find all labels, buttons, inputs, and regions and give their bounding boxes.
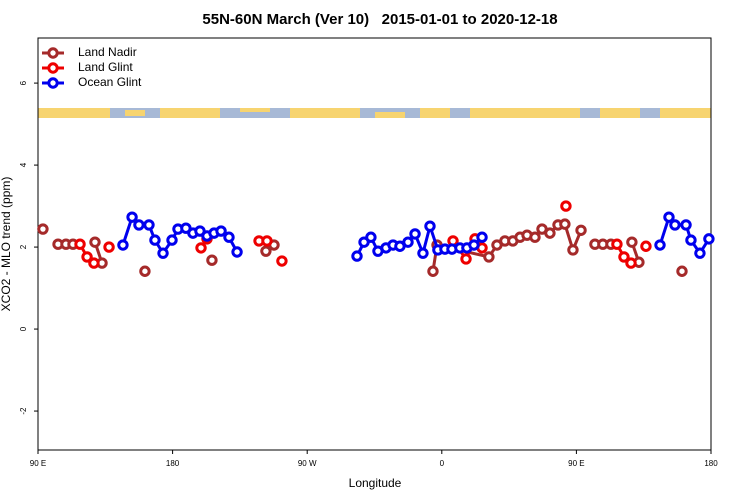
point — [424, 220, 436, 232]
point — [215, 225, 227, 237]
point — [126, 211, 138, 223]
point — [694, 247, 706, 259]
point — [143, 219, 155, 231]
point — [206, 254, 218, 266]
chart-title: 55N-60N March (Ver 10) 2015-01-01 to 202… — [202, 11, 557, 28]
point — [74, 238, 86, 250]
point — [409, 228, 421, 240]
y-tick-label: -2 — [19, 407, 28, 415]
point — [260, 245, 272, 257]
point — [669, 219, 681, 231]
point — [223, 231, 235, 243]
point — [625, 257, 637, 269]
point — [261, 235, 273, 247]
point — [618, 251, 630, 263]
point — [640, 240, 652, 252]
point — [626, 236, 638, 248]
point — [427, 265, 439, 277]
legend-marker — [47, 77, 59, 89]
point — [117, 239, 129, 251]
point — [37, 223, 49, 235]
point — [611, 238, 623, 250]
point — [483, 251, 495, 263]
point — [157, 247, 169, 259]
point — [559, 218, 571, 230]
point — [417, 247, 429, 259]
point — [560, 200, 572, 212]
x-tick-label: 0 — [440, 459, 445, 468]
legend-marker — [47, 62, 59, 74]
y-tick-label: 2 — [19, 244, 28, 249]
y-tick-label: 0 — [19, 326, 28, 331]
point — [703, 233, 715, 245]
legend-label: Land Glint — [78, 60, 133, 74]
point — [139, 265, 151, 277]
point — [676, 265, 688, 277]
x-tick-label: 90 E — [30, 459, 46, 468]
y-tick-label: 4 — [19, 162, 28, 167]
point — [133, 219, 145, 231]
legend-label: Ocean Glint — [78, 75, 142, 89]
point — [195, 242, 207, 254]
point — [680, 219, 692, 231]
y-tick-label: 6 — [19, 80, 28, 85]
x-axis-label: Longitude — [349, 476, 402, 490]
point — [166, 234, 178, 246]
point — [654, 239, 666, 251]
point — [685, 234, 697, 246]
point — [567, 244, 579, 256]
point — [365, 231, 377, 243]
point — [351, 250, 363, 262]
point — [103, 241, 115, 253]
point — [468, 239, 480, 251]
legend-label: Land Nadir — [78, 45, 137, 59]
point — [88, 257, 100, 269]
x-tick-label: 90 E — [568, 459, 584, 468]
point — [231, 246, 243, 258]
point — [149, 234, 161, 246]
point — [663, 211, 675, 223]
point — [575, 224, 587, 236]
point — [529, 231, 541, 243]
point — [476, 231, 488, 243]
point — [276, 255, 288, 267]
legend-marker — [47, 47, 59, 59]
x-tick-label: 180 — [166, 459, 180, 468]
point — [89, 236, 101, 248]
x-tick-label: 90 W — [298, 459, 317, 468]
point — [81, 251, 93, 263]
point — [402, 236, 414, 248]
point — [460, 253, 472, 265]
y-axis-label: XCO2 - MLO trend (ppm) — [0, 177, 13, 312]
point — [544, 227, 556, 239]
x-tick-label: 180 — [704, 459, 718, 468]
map-strip — [38, 108, 711, 118]
